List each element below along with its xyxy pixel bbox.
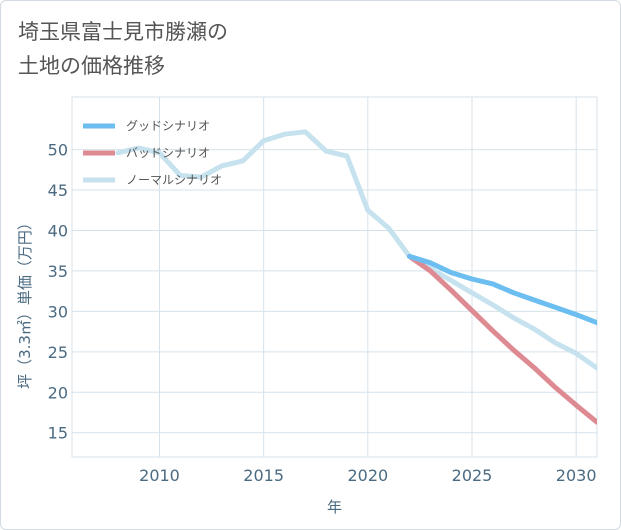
grid	[71, 96, 598, 458]
x-tick-label: 2015	[243, 466, 284, 485]
legend-label: バッドシナリオ	[126, 146, 210, 160]
y-tick-label: 30	[48, 302, 68, 321]
x-tick-label: 2025	[452, 466, 493, 485]
y-tick-label: 20	[48, 383, 68, 402]
chart-title: 埼玉県富士見市勝瀬の 土地の価格推移	[18, 15, 228, 83]
y-tick-label: 50	[48, 141, 68, 160]
plot-border	[71, 96, 598, 458]
series-lines	[115, 129, 597, 425]
x-tick-label: 2020	[347, 466, 388, 485]
y-axis-title: 坪（3.3㎡）単価（万円）	[16, 215, 34, 389]
y-tick-label: 40	[48, 221, 68, 240]
x-axis-title: 年	[327, 498, 342, 516]
x-tick-label: 2010	[139, 466, 180, 485]
series-line-2	[115, 129, 597, 371]
title-line-2: 土地の価格推移	[18, 54, 165, 78]
legend-label: ノーマルシナリオ	[126, 173, 222, 187]
y-tick-labels: 15 20 25 30 35 40 45 50	[48, 141, 68, 443]
y-tick-label: 45	[48, 181, 68, 200]
y-tick-label: 15	[48, 424, 68, 443]
x-tick-labels: 2010 2015 2020 2025 2030	[139, 466, 596, 485]
series-line-1	[407, 253, 597, 425]
y-tick-label: 25	[48, 343, 68, 362]
title-line-1: 埼玉県富士見市勝瀬の	[18, 20, 228, 44]
legend-label: グッドシナリオ	[126, 119, 210, 133]
y-tick-label: 35	[48, 262, 68, 281]
series-line-0	[407, 253, 597, 326]
x-tick-label: 2030	[556, 466, 597, 485]
